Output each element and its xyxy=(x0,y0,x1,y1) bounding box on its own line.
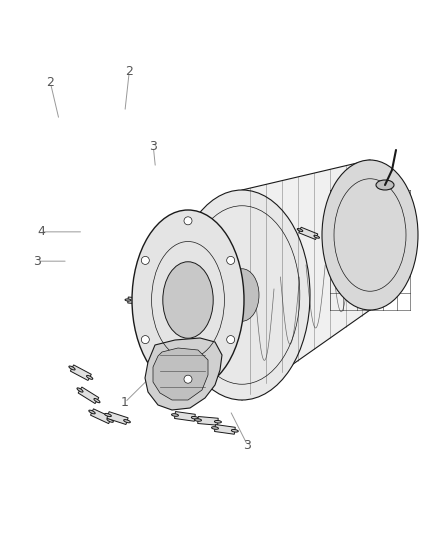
Ellipse shape xyxy=(247,369,253,371)
Polygon shape xyxy=(242,160,370,400)
Ellipse shape xyxy=(215,421,222,423)
Ellipse shape xyxy=(172,414,178,416)
Text: 3: 3 xyxy=(149,140,157,153)
Polygon shape xyxy=(128,297,146,304)
Ellipse shape xyxy=(297,229,303,231)
Polygon shape xyxy=(215,424,235,434)
Polygon shape xyxy=(198,416,218,425)
Ellipse shape xyxy=(231,430,238,432)
Polygon shape xyxy=(78,387,99,403)
Circle shape xyxy=(184,375,192,383)
Ellipse shape xyxy=(124,419,131,423)
Ellipse shape xyxy=(191,416,198,419)
Ellipse shape xyxy=(125,299,131,301)
Ellipse shape xyxy=(77,388,83,392)
Ellipse shape xyxy=(143,301,149,303)
Circle shape xyxy=(227,336,235,344)
Circle shape xyxy=(141,256,149,264)
Ellipse shape xyxy=(265,367,271,369)
Polygon shape xyxy=(71,365,91,381)
Ellipse shape xyxy=(322,160,418,310)
Text: 2: 2 xyxy=(46,76,54,89)
Circle shape xyxy=(184,217,192,225)
Polygon shape xyxy=(277,235,296,248)
Ellipse shape xyxy=(225,269,259,321)
Polygon shape xyxy=(250,366,268,373)
Polygon shape xyxy=(299,227,318,239)
Polygon shape xyxy=(91,409,112,424)
Ellipse shape xyxy=(376,180,394,190)
Polygon shape xyxy=(107,411,128,424)
Ellipse shape xyxy=(132,210,244,390)
Ellipse shape xyxy=(194,419,201,421)
Ellipse shape xyxy=(94,399,100,403)
Polygon shape xyxy=(174,411,195,421)
Circle shape xyxy=(227,256,235,264)
Ellipse shape xyxy=(87,375,93,379)
Text: 3: 3 xyxy=(244,439,251,451)
Text: 1: 1 xyxy=(121,396,129,409)
Text: 4: 4 xyxy=(38,225,46,238)
Ellipse shape xyxy=(292,244,297,247)
Ellipse shape xyxy=(314,235,319,238)
Text: 3: 3 xyxy=(33,255,41,268)
Ellipse shape xyxy=(275,237,281,240)
Ellipse shape xyxy=(107,418,113,422)
Circle shape xyxy=(141,336,149,344)
Ellipse shape xyxy=(163,262,213,338)
Ellipse shape xyxy=(105,414,111,417)
Ellipse shape xyxy=(212,427,219,429)
Polygon shape xyxy=(153,348,208,400)
Ellipse shape xyxy=(174,190,310,400)
Text: 2: 2 xyxy=(125,66,133,78)
Polygon shape xyxy=(145,338,222,410)
Ellipse shape xyxy=(89,410,95,414)
Ellipse shape xyxy=(69,366,75,370)
